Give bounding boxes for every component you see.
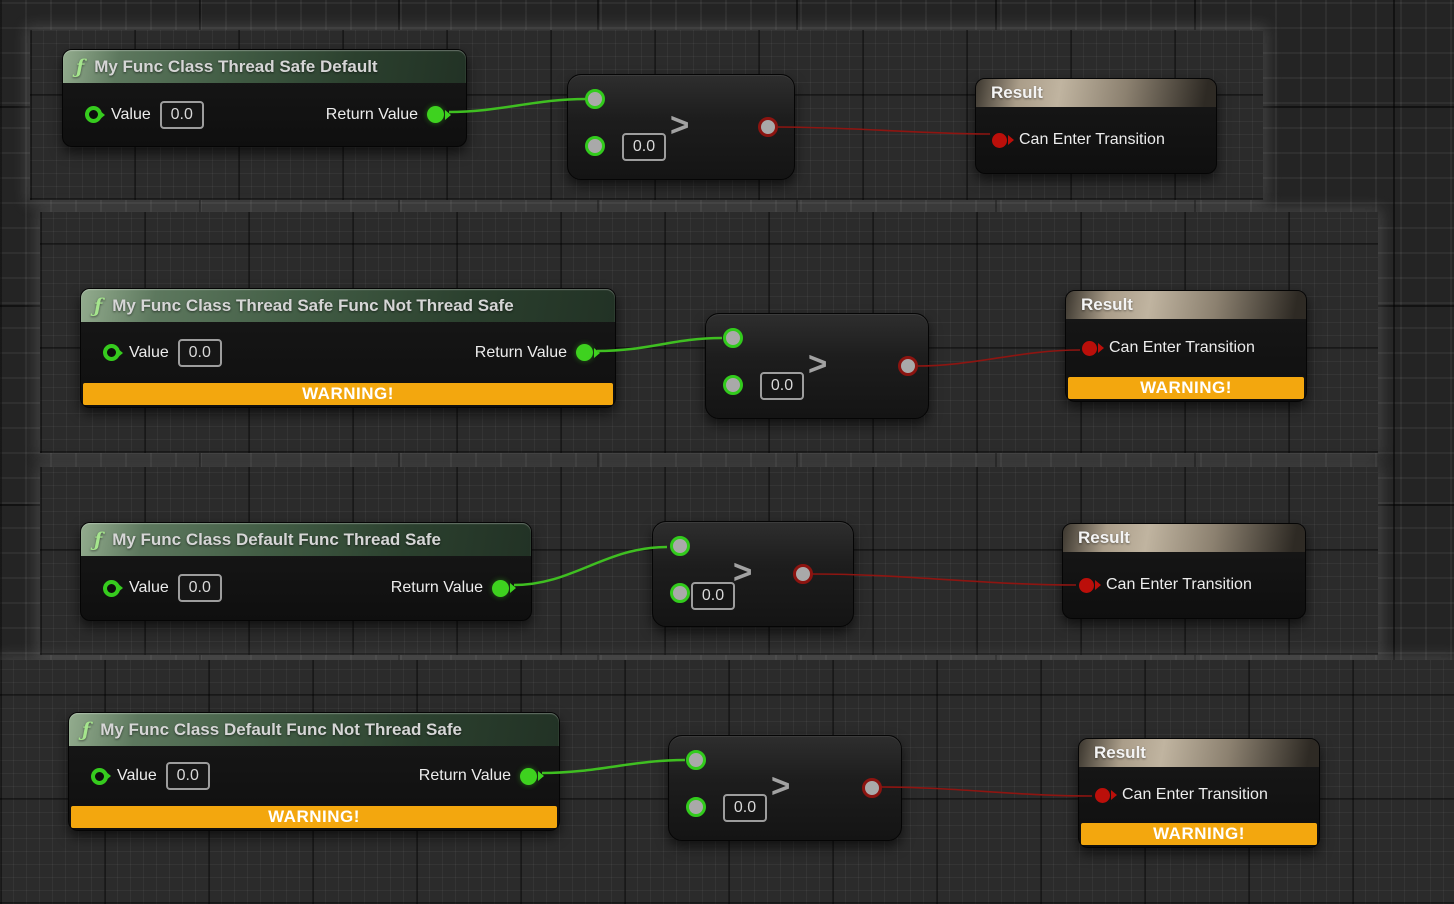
value-input-field[interactable]: 0.0 [165, 762, 210, 790]
warning-banner: WARNING! [71, 806, 557, 828]
compare-value-field[interactable]: 0.0 [691, 582, 735, 610]
function-node-thread-safe-default[interactable]: ƒ My Func Class Thread Safe Default Valu… [62, 49, 467, 147]
compare-value-field[interactable]: 0.0 [723, 794, 767, 822]
greater-than-symbol: > [808, 345, 828, 382]
compare-input-pin-a[interactable] [585, 89, 605, 109]
value-input-field[interactable]: 0.0 [177, 338, 222, 367]
value-input-field[interactable]: 0.0 [159, 100, 204, 129]
return-value-output-pin[interactable] [492, 579, 509, 597]
can-enter-transition-label: Can Enter Transition [1019, 131, 1165, 148]
result-node[interactable]: Result Can Enter Transition WARNING! [1065, 290, 1307, 402]
compare-input-pin-b[interactable] [585, 136, 605, 156]
result-node[interactable]: Result Can Enter Transition [975, 78, 1217, 174]
result-node-title: Result [1078, 528, 1130, 547]
result-node-header: Result [1079, 739, 1319, 767]
value-input-pin[interactable] [85, 106, 102, 123]
return-value-output-pin[interactable] [576, 344, 593, 361]
greater-than-symbol: > [733, 553, 753, 590]
function-node-header: ƒ My Func Class Default Func Not Thread … [69, 713, 559, 746]
compare-input-pin-a[interactable] [723, 328, 743, 348]
function-node-default-func-thread-safe[interactable]: ƒ My Func Class Default Func Thread Safe… [80, 522, 532, 621]
greater-than-symbol: > [670, 106, 690, 143]
function-node-title: My Func Class Default Func Thread Safe [112, 529, 441, 549]
compare-output-pin[interactable] [898, 356, 918, 376]
greater-than-node[interactable]: 0.0 > [567, 74, 795, 180]
compare-value-field[interactable]: 0.0 [760, 372, 804, 400]
compare-input-pin-b[interactable] [686, 797, 706, 817]
return-value-pin-label: Return Value [474, 343, 567, 361]
greater-than-node[interactable]: 0.0 > [668, 735, 902, 841]
function-icon: ƒ [82, 718, 91, 741]
value-pin-label: Value [117, 767, 157, 784]
value-input-field[interactable]: 0.0 [177, 574, 222, 602]
function-node-header: ƒ My Func Class Thread Safe Func Not Thr… [81, 289, 615, 322]
value-pin-label: Value [129, 343, 169, 361]
result-node[interactable]: Result Can Enter Transition WARNING! [1078, 738, 1320, 848]
result-node-header: Result [976, 79, 1216, 107]
value-pin-label: Value [111, 105, 151, 123]
warning-banner: WARNING! [1068, 377, 1304, 399]
can-enter-transition-label: Can Enter Transition [1109, 339, 1255, 356]
can-enter-transition-label: Can Enter Transition [1106, 576, 1252, 593]
value-input-pin[interactable] [91, 767, 108, 785]
result-node-title: Result [1094, 743, 1146, 762]
function-node-title: My Func Class Default Func Not Thread Sa… [100, 719, 462, 739]
greater-than-node[interactable]: 0.0 > [652, 521, 854, 627]
result-node-title: Result [991, 83, 1043, 102]
function-node-title: My Func Class Thread Safe Func Not Threa… [112, 295, 514, 315]
result-node-header: Result [1066, 291, 1306, 319]
can-enter-transition-pin[interactable] [1082, 340, 1097, 356]
return-value-output-pin[interactable] [427, 106, 444, 123]
can-enter-transition-pin[interactable] [1095, 787, 1110, 803]
compare-input-pin-a[interactable] [686, 750, 706, 770]
compare-value-field[interactable]: 0.0 [622, 133, 666, 161]
warning-banner: WARNING! [1081, 823, 1317, 845]
compare-output-pin[interactable] [862, 778, 882, 798]
function-node-default-func-not-thread-safe[interactable]: ƒ My Func Class Default Func Not Thread … [68, 712, 560, 831]
compare-output-pin[interactable] [758, 117, 778, 137]
return-value-output-pin[interactable] [520, 767, 537, 785]
function-node-thread-safe-func-not-thread-safe[interactable]: ƒ My Func Class Thread Safe Func Not Thr… [80, 288, 616, 408]
function-icon: ƒ [76, 55, 85, 78]
function-node-header: ƒ My Func Class Thread Safe Default [63, 50, 466, 83]
value-input-pin[interactable] [103, 344, 120, 361]
can-enter-transition-pin[interactable] [992, 132, 1007, 148]
return-value-pin-label: Return Value [390, 579, 483, 596]
function-icon: ƒ [94, 528, 103, 551]
can-enter-transition-pin[interactable] [1079, 577, 1094, 593]
greater-than-node[interactable]: 0.0 > [705, 313, 929, 419]
return-value-pin-label: Return Value [325, 105, 418, 123]
result-node-header: Result [1063, 524, 1305, 552]
return-value-pin-label: Return Value [418, 767, 511, 784]
value-pin-label: Value [129, 579, 169, 596]
compare-input-pin-b[interactable] [670, 583, 690, 603]
function-node-title: My Func Class Thread Safe Default [94, 56, 378, 76]
warning-banner: WARNING! [83, 383, 613, 405]
compare-input-pin-a[interactable] [670, 536, 690, 556]
compare-input-pin-b[interactable] [723, 375, 743, 395]
can-enter-transition-label: Can Enter Transition [1122, 786, 1268, 803]
result-node-title: Result [1081, 295, 1133, 314]
greater-than-symbol: > [771, 767, 791, 804]
compare-output-pin[interactable] [793, 564, 813, 584]
function-icon: ƒ [94, 294, 103, 317]
value-input-pin[interactable] [103, 579, 120, 597]
result-node[interactable]: Result Can Enter Transition [1062, 523, 1306, 619]
function-node-header: ƒ My Func Class Default Func Thread Safe [81, 523, 531, 556]
